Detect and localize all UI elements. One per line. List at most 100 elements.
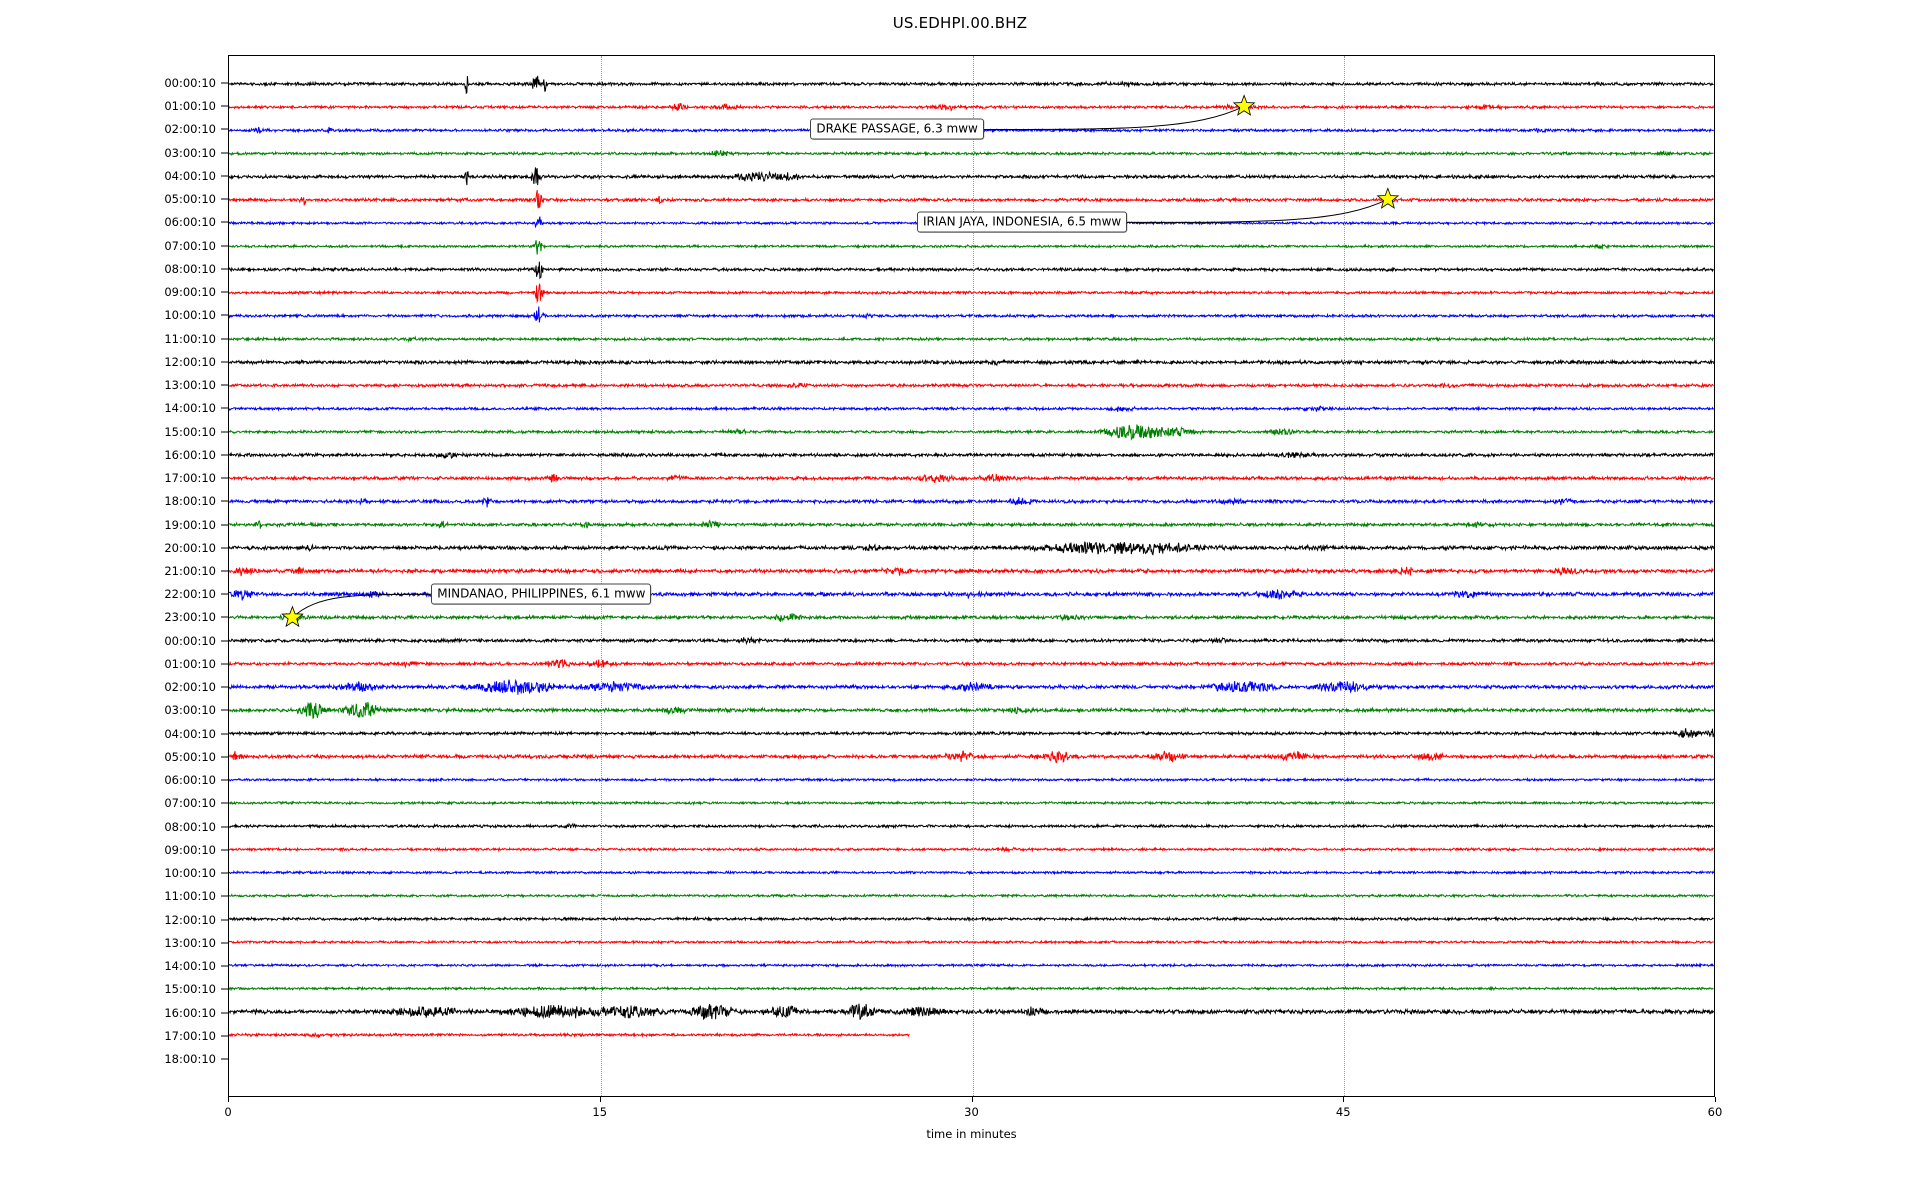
y-axis-tick-mark — [221, 686, 228, 688]
trace-line — [229, 541, 1714, 556]
y-axis-tick-label: 07:00:10 — [164, 238, 216, 253]
trace-line — [229, 985, 1714, 992]
y-axis-tick-label: 16:00:10 — [164, 447, 216, 462]
y-axis-tick-label: 22:00:10 — [164, 587, 216, 602]
trace-line — [229, 240, 1714, 255]
y-axis-tick-mark — [221, 616, 228, 618]
y-axis-tick-label: 08:00:10 — [164, 261, 216, 276]
y-axis-tick-mark — [221, 872, 228, 874]
trace-line — [229, 613, 1714, 623]
y-axis-tick-label: 11:00:10 — [164, 331, 216, 346]
y-axis-tick-label: 03:00:10 — [164, 703, 216, 718]
y-axis-tick-label: 04:00:10 — [164, 726, 216, 741]
y-axis-tick-mark — [221, 128, 228, 130]
trace-line — [229, 519, 1714, 529]
y-axis-tick-mark — [221, 152, 228, 154]
y-axis-tick-mark — [221, 175, 228, 177]
y-axis-tick-mark — [221, 849, 228, 851]
y-axis-tick-label: 18:00:10 — [164, 494, 216, 509]
trace-line — [229, 659, 1714, 669]
trace-line — [229, 892, 1714, 899]
y-axis-tick-mark — [221, 361, 228, 363]
seismic-traces — [229, 75, 1714, 1039]
y-axis-tick-label: 05:00:10 — [164, 192, 216, 207]
trace-line — [229, 450, 1714, 459]
y-axis-tick-mark — [221, 338, 228, 340]
trace-line — [229, 405, 1714, 413]
y-axis-tick-mark — [221, 500, 228, 502]
y-axis-tick-label: 07:00:10 — [164, 796, 216, 811]
y-axis-tick-mark — [221, 431, 228, 433]
y-axis-tick-mark — [221, 919, 228, 921]
y-axis-tick-label: 12:00:10 — [164, 354, 216, 369]
trace-line — [229, 167, 1714, 186]
y-axis-tick-label: 06:00:10 — [164, 773, 216, 788]
trace-line — [229, 381, 1714, 390]
y-axis-tick-mark — [221, 1035, 228, 1037]
y-axis-tick-label: 18:00:10 — [164, 1052, 216, 1066]
x-axis-tick-mark — [599, 1097, 601, 1102]
y-axis-tick-label: 10:00:10 — [164, 866, 216, 881]
y-axis-tick-mark — [221, 198, 228, 200]
y-axis-tick-mark — [221, 314, 228, 316]
event-label: DRAKE PASSAGE, 6.3 mww — [810, 118, 984, 140]
y-axis-tick-mark — [221, 709, 228, 711]
y-axis-tick-mark — [221, 756, 228, 758]
y-axis-tick-mark — [221, 802, 228, 804]
y-axis-tick-label: 04:00:10 — [164, 168, 216, 183]
trace-line — [229, 358, 1714, 367]
event-label: IRIAN JAYA, INDONESIA, 6.5 mww — [916, 211, 1128, 233]
x-axis-title: time in minutes — [926, 1127, 1017, 1141]
y-axis-tick-label: 05:00:10 — [164, 749, 216, 764]
y-axis-tick-mark — [221, 384, 228, 386]
trace-line — [229, 496, 1714, 508]
trace-line — [229, 566, 1714, 577]
y-axis-tick-mark — [221, 547, 228, 549]
y-axis-tick-mark — [221, 221, 228, 223]
y-axis-tick-mark — [221, 1058, 228, 1060]
trace-line — [229, 939, 1714, 946]
y-axis-tick-label: 01:00:10 — [164, 656, 216, 671]
y-axis-tick-label: 23:00:10 — [164, 610, 216, 625]
trace-line — [229, 678, 1714, 695]
y-axis-tick-label: 12:00:10 — [164, 912, 216, 927]
trace-line — [229, 150, 1714, 157]
y-axis-tick-label: 15:00:10 — [164, 982, 216, 997]
y-axis-tick-mark — [221, 570, 228, 572]
y-axis-tick-mark — [221, 895, 228, 897]
y-axis-tick-label: 15:00:10 — [164, 424, 216, 439]
y-axis-tick-mark — [221, 245, 228, 247]
y-axis-tick-label: 13:00:10 — [164, 935, 216, 950]
trace-line — [229, 261, 1714, 280]
y-axis-tick-mark — [221, 826, 228, 828]
y-axis-tick-label: 06:00:10 — [164, 215, 216, 230]
y-axis-tick-mark — [221, 593, 228, 595]
y-axis-tick-label: 14:00:10 — [164, 401, 216, 416]
x-axis-tick-mark — [1343, 1097, 1345, 1102]
y-axis-tick-mark — [221, 779, 228, 781]
y-axis-tick-label: 11:00:10 — [164, 889, 216, 904]
trace-line — [229, 1003, 1714, 1020]
y-axis-tick-label: 20:00:10 — [164, 540, 216, 555]
page-title: US.EDHPI.00.BHZ — [892, 14, 1028, 32]
trace-line — [229, 776, 1714, 783]
trace-line — [229, 750, 1714, 764]
y-axis-tick-label: 09:00:10 — [164, 285, 216, 300]
y-axis-tick-label: 01:00:10 — [164, 99, 216, 114]
y-axis-tick-label: 00:00:10 — [164, 76, 216, 90]
trace-line — [229, 635, 1714, 646]
x-axis-tick-label: 60 — [1707, 1105, 1723, 1119]
trace-line — [229, 306, 1714, 323]
trace-line — [229, 335, 1714, 343]
trace-line — [229, 424, 1714, 441]
x-axis-tick-mark — [971, 1097, 973, 1102]
y-axis-tick-label: 19:00:10 — [164, 517, 216, 532]
y-axis-tick-label: 00:00:10 — [164, 633, 216, 648]
gridline — [1344, 56, 1346, 1096]
trace-line — [229, 701, 1714, 719]
x-axis-tick-mark — [1715, 1097, 1716, 1102]
y-axis-tick-label: 08:00:10 — [164, 819, 216, 834]
trace-line — [229, 283, 1714, 304]
y-axis-tick-mark — [221, 105, 228, 107]
